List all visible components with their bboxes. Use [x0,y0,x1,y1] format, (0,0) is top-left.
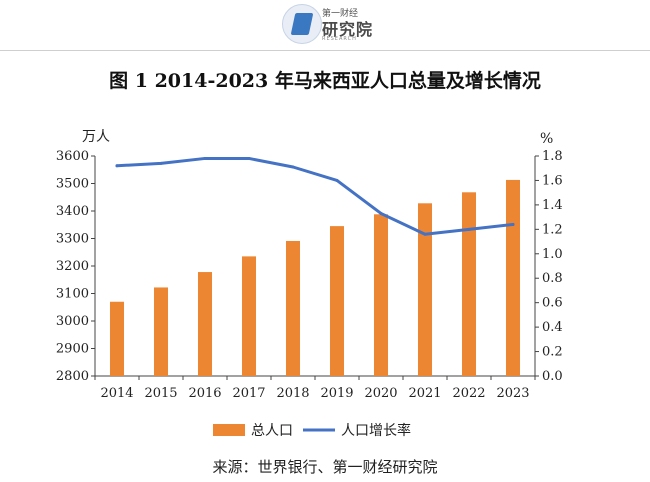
right-axis-tick-label: 1.0 [542,247,563,262]
x-axis-tick-label: 2019 [320,386,353,401]
population-bar [418,203,432,376]
x-axis-tick-label: 2022 [452,386,485,401]
x-axis-tick-label: 2015 [144,386,177,401]
right-axis-tick-label: 0.6 [542,296,563,311]
logo-sub-text: RESEARCH [322,36,357,42]
right-axis-tick-label: 1.8 [542,149,563,164]
left-axis-tick-label: 3600 [56,149,89,164]
right-axis-tick-label: 1.4 [542,198,563,213]
right-axis-tick-label: 0.0 [542,369,563,384]
right-axis-unit-label: % [540,131,553,147]
logo-emblem [282,4,322,44]
right-axis-tick-label: 1.6 [542,173,563,188]
growth-rate-point [467,227,471,231]
legend-bar-swatch [213,424,245,436]
logo-top-text: 第一财经 [322,9,359,19]
growth-rate-point [159,161,163,165]
left-axis-tick-label: 3400 [56,204,89,219]
growth-rate-point [423,232,427,236]
right-axis-tick-label: 0.8 [542,271,563,286]
population-bar [506,179,520,376]
population-bar [110,301,124,376]
population-bar [374,214,388,376]
x-axis-tick-label: 2016 [188,386,221,401]
population-bar [286,240,300,376]
chart-title: 图 1 2014-2023 年马来西亚人口总量及增长情况 [109,70,541,92]
growth-rate-point [203,156,207,160]
left-axis-tick-label: 3200 [56,259,89,274]
growth-rate-point [511,222,515,226]
x-axis-tick-label: 2023 [496,386,529,401]
x-axis-tick-label: 2020 [364,386,397,401]
brand-logo: 第一财经 研究院 RESEARCH [282,4,374,46]
logo-main-text: 研究院 [322,20,374,39]
left-axis-tick-label: 3300 [56,232,89,247]
x-axis-tick-label: 2021 [408,386,441,401]
left-axis-tick-label: 3500 [56,177,89,192]
growth-rate-line [115,156,515,236]
left-axis-tick-label: 2800 [56,369,89,384]
header-divider [0,50,650,51]
logo-book-icon [290,13,314,35]
combo-chart: 万人 % 2800 2900 3000 3100 3200 3300 3400 3500 360… [56,129,563,439]
population-bar [330,226,344,376]
left-axis-tick-label: 3000 [56,314,89,329]
legend-growth-label: 人口增长率 [341,422,411,439]
growth-rate-point [115,164,119,168]
x-axis-tick-label: 2014 [100,386,133,401]
left-axis-tick-label: 2900 [56,342,89,357]
legend-population-label: 总人口 [251,423,293,439]
growth-rate-point [335,178,339,182]
growth-rate-point [291,165,295,169]
left-axis-unit-label: 万人 [82,129,110,145]
right-axis-tick-label: 0.4 [542,320,563,335]
right-axis-tick-label: 0.2 [542,345,563,360]
growth-rate-point [379,211,383,215]
population-bar [198,272,212,376]
population-bar [462,192,476,376]
source-note: 来源：世界银行、第一财经研究院 [212,458,438,476]
right-axis-tick-label: 1.2 [542,222,563,237]
x-axis-tick-label: 2018 [276,386,309,401]
x-axis-tick-label: 2017 [232,386,265,401]
population-bar [154,287,168,376]
growth-rate-point [247,156,251,160]
left-axis-tick-label: 3100 [56,287,89,302]
population-bar [242,256,256,376]
